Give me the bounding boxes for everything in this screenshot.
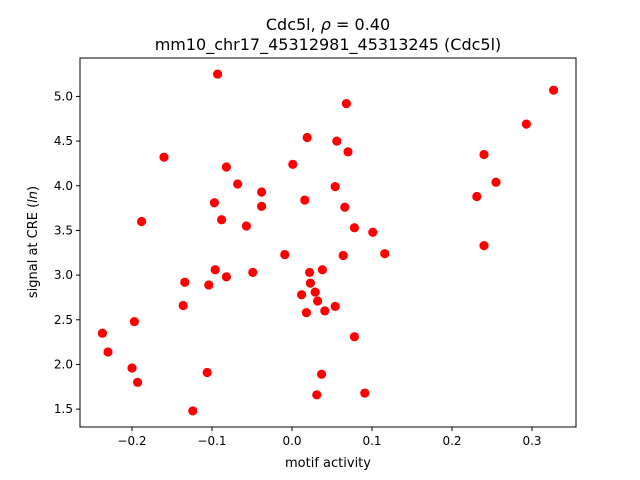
x-axis: −0.2 −0.1 0.0 0.1 0.2 0.3 — [117, 427, 542, 448]
x-tick-label: 0.1 — [362, 434, 381, 448]
data-point — [202, 367, 212, 378]
data-point — [479, 149, 489, 160]
x-tick-label: 0.0 — [282, 434, 301, 448]
data-point — [479, 241, 489, 251]
data-point — [360, 388, 370, 398]
data-point — [127, 363, 137, 373]
data-point — [317, 265, 327, 275]
data-point — [338, 250, 348, 261]
chart-title-prefix: Cdc5l, — [266, 15, 321, 34]
x-tick-label: 0.3 — [522, 434, 541, 448]
data-point — [188, 406, 198, 416]
data-point — [241, 221, 251, 231]
data-point — [204, 280, 214, 290]
data-point — [521, 119, 532, 129]
y-axis-label-prefix: signal at CRE ( — [26, 203, 41, 298]
data-point — [313, 296, 323, 306]
data-point — [180, 277, 190, 287]
y-tick-label: 2.0 — [54, 357, 73, 371]
y-axis-label-suffix: ) — [26, 186, 41, 191]
chart-title-suffix: = 0.40 — [331, 15, 390, 34]
data-point — [300, 195, 310, 205]
data-point — [302, 132, 312, 143]
x-tick-label: −0.1 — [197, 434, 226, 448]
data-point — [257, 187, 267, 197]
data-point — [209, 198, 219, 208]
x-axis-label: motif activity — [285, 456, 371, 471]
data-point — [472, 191, 482, 202]
chart-title-rho-symbol: ρ — [321, 15, 331, 34]
data-point — [129, 316, 139, 327]
data-point — [248, 267, 258, 278]
data-point — [368, 227, 378, 237]
data-point — [178, 300, 188, 311]
data-point — [330, 182, 340, 192]
data-point — [330, 301, 340, 311]
data-point — [320, 306, 330, 316]
data-point — [340, 202, 350, 212]
data-point — [103, 347, 113, 357]
data-point — [159, 152, 169, 162]
x-tick-label: 0.2 — [442, 434, 461, 448]
data-point — [317, 369, 327, 379]
data-point — [332, 136, 342, 146]
x-tick-label: −0.2 — [117, 434, 146, 448]
data-point — [301, 308, 311, 318]
y-tick-label: 3.5 — [54, 223, 73, 237]
y-tick-label: 5.0 — [54, 89, 73, 103]
data-point — [349, 332, 359, 342]
data-point — [257, 201, 267, 211]
data-point — [213, 69, 223, 79]
y-tick-label: 3.0 — [54, 268, 73, 282]
data-point — [137, 216, 147, 227]
data-point — [349, 223, 359, 233]
y-tick-label: 2.5 — [54, 313, 73, 327]
data-point — [133, 377, 143, 387]
chart-title-line1: Cdc5l, ρ = 0.40 — [266, 15, 390, 34]
y-axis-label: signal at CRE (ln) — [26, 186, 41, 298]
plot-area — [97, 69, 559, 416]
data-point — [233, 179, 243, 189]
y-tick-label: 1.5 — [54, 402, 73, 416]
data-point — [305, 267, 315, 278]
data-point — [221, 272, 231, 282]
data-point — [210, 265, 220, 275]
data-point — [280, 249, 290, 260]
data-point — [310, 287, 320, 297]
data-point — [221, 162, 231, 172]
y-tick-label: 4.0 — [54, 179, 73, 193]
y-axis: 1.5 2.0 2.5 3.0 3.5 4.0 4.5 5.0 — [54, 89, 80, 416]
data-point — [217, 215, 227, 225]
data-point — [288, 159, 298, 169]
chart-title-line2: mm10_chr17_45312981_45313245 (Cdc5l) — [155, 35, 502, 55]
data-point — [380, 249, 390, 259]
data-point — [97, 328, 107, 338]
data-point — [343, 147, 353, 157]
y-axis-label-italic: ln — [26, 191, 41, 203]
data-point — [549, 85, 559, 95]
data-point — [341, 98, 351, 109]
axes-frame — [79, 57, 577, 428]
data-point — [312, 390, 322, 400]
data-point — [305, 278, 315, 288]
data-point — [297, 290, 307, 300]
y-tick-label: 4.5 — [54, 134, 73, 148]
data-point — [491, 177, 501, 187]
